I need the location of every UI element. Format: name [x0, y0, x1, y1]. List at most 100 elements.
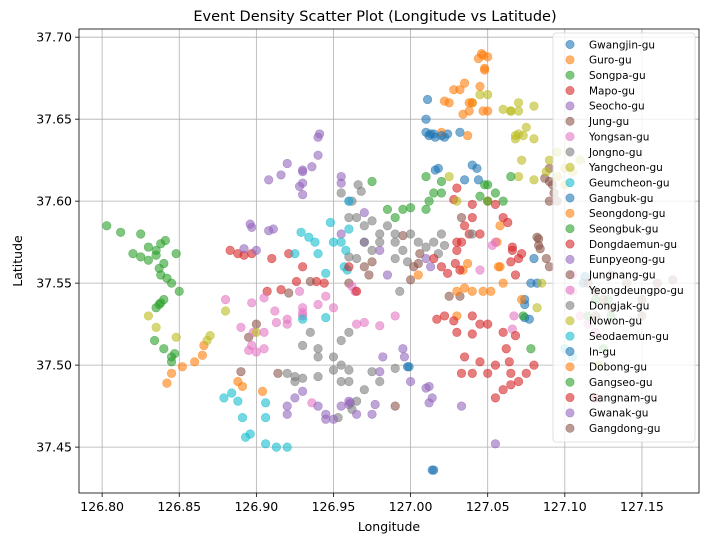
data-point — [526, 278, 536, 288]
data-point — [251, 347, 261, 357]
data-point — [151, 322, 161, 333]
data-point — [429, 253, 439, 264]
legend-label: Dongdaemun-gu — [589, 239, 677, 251]
data-point — [398, 230, 408, 241]
data-point — [529, 175, 539, 185]
data-point — [390, 237, 400, 247]
data-point — [436, 262, 447, 272]
data-point — [430, 165, 440, 175]
data-point — [429, 188, 439, 198]
legend-label: Gangbuk-gu — [589, 193, 653, 205]
data-point — [459, 221, 470, 231]
data-point — [375, 376, 385, 387]
data-point — [426, 262, 436, 272]
data-point — [483, 52, 493, 62]
legend-label: Jongno-gu — [588, 147, 642, 159]
legend-marker — [565, 393, 575, 403]
data-point — [336, 229, 346, 239]
y-axis: 37.45 37.50 37.55 37.60 37.65 37.70 — [36, 30, 79, 455]
data-point — [344, 196, 354, 206]
data-point — [405, 376, 416, 387]
data-point — [298, 373, 308, 383]
data-point — [149, 335, 160, 346]
data-point — [364, 270, 374, 280]
legend-label: Guro-gu — [589, 55, 632, 67]
data-point — [359, 262, 369, 272]
data-point — [534, 234, 544, 244]
x-tick-label: 126.80 — [80, 499, 124, 514]
data-point — [359, 208, 369, 218]
data-point — [298, 189, 308, 200]
data-point — [259, 293, 269, 303]
data-point — [328, 414, 339, 424]
data-point — [116, 227, 126, 237]
data-point — [321, 312, 331, 323]
data-point — [483, 180, 493, 190]
data-point — [483, 89, 493, 100]
data-point — [375, 229, 385, 239]
data-point — [344, 396, 354, 406]
data-point — [359, 317, 369, 328]
data-point — [305, 276, 315, 287]
data-point — [310, 237, 320, 247]
data-point — [367, 367, 377, 377]
data-point — [475, 319, 485, 329]
x-tick-label: 127.05 — [466, 499, 510, 514]
data-point — [307, 162, 317, 172]
data-point — [296, 227, 306, 237]
legend-label: Seongbuk-gu — [589, 224, 658, 236]
data-point — [413, 270, 423, 280]
data-point — [319, 278, 329, 288]
data-point — [513, 98, 524, 108]
data-point — [341, 245, 351, 255]
data-point — [313, 371, 323, 382]
data-point — [532, 303, 542, 313]
data-point — [473, 175, 484, 185]
data-point — [456, 401, 467, 411]
data-point — [436, 188, 447, 198]
data-point — [455, 265, 465, 275]
legend-label: Gwanak-gu — [589, 408, 648, 420]
data-point — [352, 409, 362, 419]
data-point — [160, 235, 170, 246]
data-point — [506, 368, 516, 378]
data-point — [171, 332, 181, 342]
data-point — [162, 378, 172, 388]
data-point — [390, 253, 400, 264]
data-point — [510, 331, 521, 341]
data-point — [151, 303, 161, 313]
data-point — [336, 188, 346, 198]
x-axis: 126.80 126.85 126.90 126.95 127.00 127.05 127.… — [80, 493, 664, 514]
data-point — [483, 319, 493, 329]
y-tick-label: 37.55 — [36, 276, 72, 291]
data-point — [257, 386, 268, 396]
data-point — [459, 352, 470, 362]
data-point — [513, 376, 524, 387]
data-point — [398, 245, 408, 255]
data-point — [439, 96, 450, 106]
data-point — [328, 303, 339, 313]
legend-marker — [565, 423, 575, 433]
data-point — [375, 321, 385, 331]
data-point — [490, 188, 501, 198]
legend-marker — [565, 300, 575, 310]
legend-marker — [565, 377, 575, 387]
data-point — [382, 270, 393, 280]
data-point — [429, 465, 439, 475]
data-point — [529, 253, 539, 264]
legend-label: Geumcheon-gu — [589, 177, 670, 189]
legend-marker — [565, 331, 575, 341]
data-point — [264, 226, 274, 236]
legend-marker — [565, 316, 575, 326]
data-point — [450, 258, 460, 269]
legend-label: Songpa-gu — [589, 70, 646, 82]
legend-label: Gangdong-gu — [589, 423, 660, 435]
data-point — [490, 439, 501, 449]
data-point — [421, 171, 431, 182]
data-point — [313, 150, 323, 160]
data-point — [336, 335, 346, 346]
data-point — [422, 94, 433, 105]
data-point — [151, 250, 161, 260]
data-point — [382, 204, 393, 214]
